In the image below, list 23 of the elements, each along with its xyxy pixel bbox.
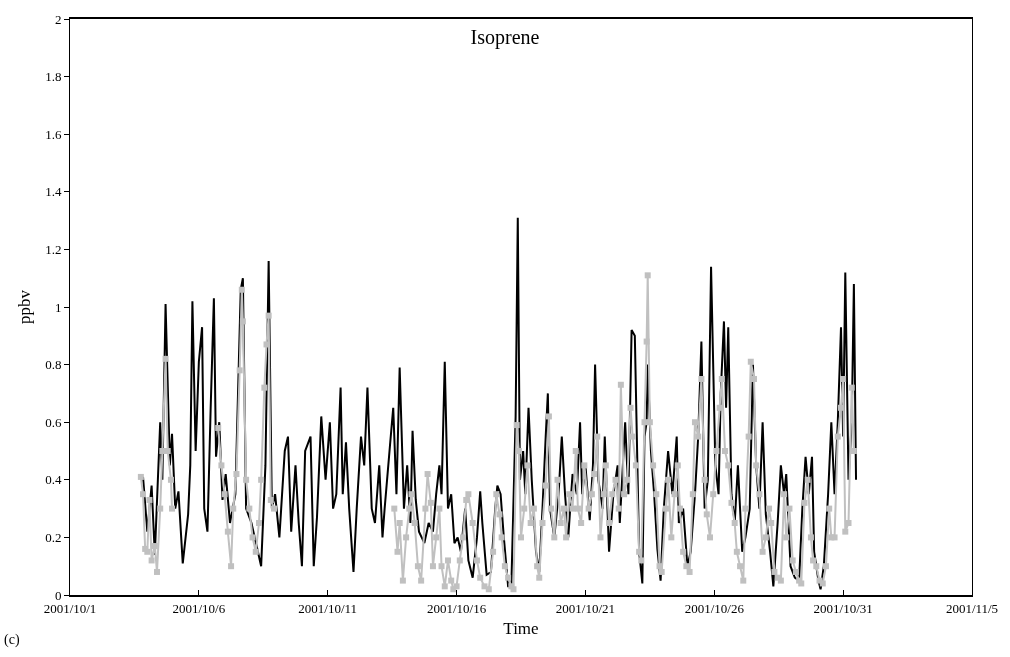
x-tick-label: 2001/10/6 — [172, 600, 226, 616]
y-tick-label: 0 — [54, 587, 62, 603]
y-tick-label: 0.8 — [45, 357, 62, 373]
y-tick-label: 0.2 — [45, 529, 62, 545]
x-axis-title: Time — [503, 619, 539, 639]
x-tick-label: 2001/10/11 — [298, 600, 358, 616]
y-tick-label: 1 — [54, 299, 62, 315]
chart-title: Isoprene — [470, 25, 540, 49]
y-tick-label: 0.4 — [45, 472, 62, 488]
x-tick-label: 2001/11/5 — [945, 600, 999, 616]
y-tick-label: 1.6 — [45, 126, 62, 142]
y-axis-title: ppbv — [14, 289, 34, 324]
y-tick-label: 1.2 — [45, 241, 62, 257]
x-tick-label: 2001/10/16 — [426, 600, 487, 616]
y-tick-label: 1.4 — [45, 184, 62, 200]
y-tick-label: 1.8 — [45, 69, 62, 85]
y-tick-label: 0.6 — [45, 414, 62, 430]
x-tick-label: 2001/10/1 — [43, 600, 97, 616]
text: (c) — [4, 632, 20, 648]
x-tick-label: 2001/10/21 — [555, 600, 616, 616]
x-tick-label: 2001/10/26 — [684, 600, 745, 616]
x-tick-label: 2001/10/31 — [813, 600, 873, 616]
y-tick-label: 2 — [54, 11, 62, 27]
